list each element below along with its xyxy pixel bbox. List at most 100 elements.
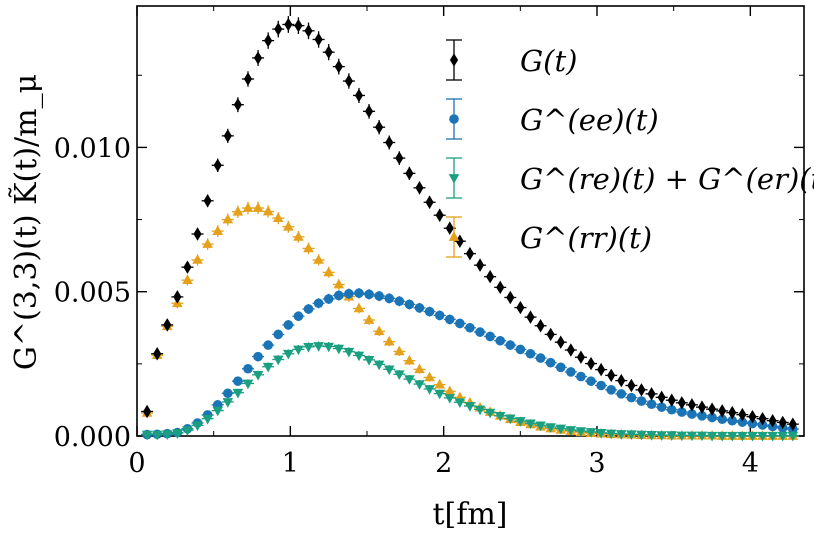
data-point bbox=[242, 379, 254, 390]
y-tick-label: 0.010 bbox=[54, 133, 131, 164]
data-point bbox=[333, 278, 345, 289]
data-point bbox=[464, 402, 476, 412]
x-tick-label: 1 bbox=[282, 448, 299, 479]
data-point bbox=[222, 398, 234, 408]
data-point bbox=[173, 290, 182, 304]
data-point bbox=[607, 368, 616, 383]
data-point bbox=[525, 348, 536, 359]
data-point bbox=[597, 362, 606, 377]
data-point bbox=[323, 266, 334, 277]
data-point bbox=[262, 205, 274, 216]
data-point bbox=[677, 407, 687, 417]
data-point bbox=[343, 347, 355, 358]
data-point bbox=[747, 418, 758, 429]
data-point bbox=[728, 405, 737, 420]
data-point bbox=[202, 414, 213, 425]
data-point bbox=[283, 221, 294, 231]
data-point bbox=[262, 362, 274, 373]
data-point bbox=[708, 402, 717, 416]
data-point bbox=[616, 430, 627, 440]
data-point bbox=[444, 385, 456, 396]
data-point bbox=[605, 429, 617, 440]
data-point bbox=[373, 325, 385, 336]
data-point bbox=[768, 413, 777, 428]
data-point bbox=[474, 405, 486, 416]
data-point bbox=[303, 304, 314, 314]
data-point bbox=[273, 329, 284, 340]
data-point bbox=[153, 347, 162, 361]
x-tick-label: 2 bbox=[435, 448, 452, 479]
data-point bbox=[444, 394, 456, 404]
data-point bbox=[566, 367, 576, 377]
data-point bbox=[333, 290, 344, 301]
data-point bbox=[293, 311, 304, 322]
data-point bbox=[697, 400, 707, 414]
data-point bbox=[636, 396, 647, 406]
legend-marker bbox=[449, 53, 459, 67]
x-tick-label: 3 bbox=[588, 448, 605, 479]
y-tick-label: 0.000 bbox=[54, 422, 131, 453]
data-point bbox=[383, 365, 395, 376]
x-axis-label: t[fm] bbox=[432, 497, 507, 532]
data-point bbox=[151, 430, 163, 441]
data-point bbox=[656, 402, 667, 412]
data-point bbox=[274, 22, 283, 36]
data-point bbox=[434, 310, 445, 321]
data-point bbox=[716, 431, 728, 442]
data-point bbox=[313, 298, 324, 309]
data-point bbox=[293, 345, 304, 356]
data-point bbox=[203, 194, 212, 208]
data-point bbox=[676, 431, 688, 442]
data-point bbox=[242, 202, 254, 212]
data-point bbox=[555, 424, 567, 435]
data-point bbox=[353, 351, 365, 362]
data-point bbox=[363, 314, 375, 324]
y-tick-label: 0.005 bbox=[54, 278, 131, 309]
series-layer bbox=[141, 16, 799, 442]
data-point bbox=[595, 428, 607, 439]
data-point bbox=[283, 349, 294, 360]
legend-marker bbox=[448, 231, 460, 241]
data-point bbox=[434, 378, 445, 389]
data-point bbox=[353, 302, 365, 313]
data-point bbox=[233, 97, 242, 112]
data-point bbox=[293, 231, 304, 241]
data-point bbox=[727, 415, 738, 426]
data-point bbox=[344, 74, 353, 88]
data-point bbox=[252, 202, 264, 212]
data-point bbox=[212, 225, 223, 235]
data-point bbox=[405, 166, 414, 181]
data-point bbox=[313, 254, 324, 264]
data-point bbox=[364, 289, 374, 300]
data-point bbox=[505, 340, 516, 350]
data-point bbox=[616, 389, 627, 399]
data-point bbox=[334, 59, 343, 74]
data-point bbox=[667, 393, 676, 407]
data-point bbox=[576, 350, 586, 364]
data-point bbox=[496, 280, 505, 295]
legend-label-gre-ger: G^(re)(t) + G^(er)(t) bbox=[520, 162, 814, 196]
data-point bbox=[323, 342, 334, 353]
series-2 bbox=[141, 341, 799, 442]
data-point bbox=[252, 370, 264, 381]
data-point bbox=[626, 430, 637, 441]
data-point bbox=[546, 327, 555, 342]
data-point bbox=[536, 319, 545, 333]
data-point bbox=[767, 431, 778, 442]
tick-marks bbox=[136, 6, 804, 437]
data-point bbox=[484, 408, 496, 419]
data-point bbox=[182, 274, 193, 285]
data-point bbox=[515, 417, 526, 427]
data-point bbox=[545, 357, 556, 368]
data-point bbox=[606, 385, 616, 395]
data-point bbox=[435, 208, 444, 222]
data-point bbox=[627, 378, 636, 393]
data-point bbox=[687, 409, 697, 419]
data-point bbox=[506, 290, 515, 305]
data-point bbox=[535, 421, 546, 432]
data-point bbox=[143, 404, 152, 419]
data-point bbox=[223, 388, 233, 399]
data-point bbox=[414, 380, 425, 390]
data-point bbox=[758, 411, 767, 426]
